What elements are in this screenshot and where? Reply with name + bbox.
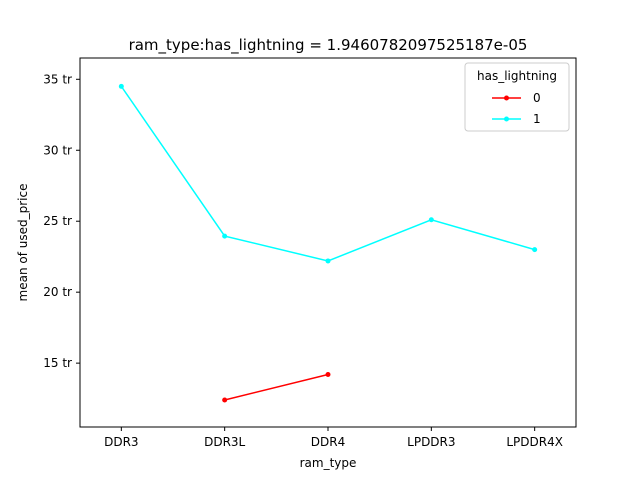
- series-lines: [120, 85, 535, 401]
- legend-frame: [464, 62, 570, 132]
- y-tick-label: 30 tr: [43, 143, 72, 157]
- legend-label: 1: [533, 112, 541, 126]
- y-axis-label: mean of used_price: [16, 184, 30, 302]
- legend-label: 0: [533, 91, 541, 105]
- y-axis: 15 tr 20 tr 25 tr 30 tr 35 tr: [43, 72, 80, 370]
- series-0-line: [224, 373, 329, 401]
- x-tick-label: DDR3: [104, 435, 138, 449]
- y-tick-label: 35 tr: [43, 72, 72, 86]
- legend-items: 01: [492, 91, 541, 126]
- y-tick-label: 20 tr: [43, 285, 72, 299]
- x-tick-label: LPDDR3: [407, 435, 455, 449]
- y-tick-label: 15 tr: [43, 356, 72, 370]
- series-points: [118, 83, 538, 403]
- x-axis-label: ram_type: [300, 456, 357, 470]
- legend-swatch-marker: [504, 95, 509, 101]
- x-axis: DDR3 DDR3L DDR4 LPDDR3 LPDDR4X: [104, 427, 563, 449]
- chart-title: ram_type:has_lightning = 1.9460782097525…: [129, 36, 528, 55]
- series-1-point: [222, 233, 228, 239]
- series-1-point: [118, 83, 124, 89]
- x-tick-label: DDR3L: [204, 435, 245, 449]
- legend-swatch-marker: [504, 116, 509, 122]
- legend: has_lightning 01: [464, 62, 570, 132]
- series-1-point: [532, 247, 538, 253]
- x-tick-label: LPDDR4X: [506, 435, 563, 449]
- x-tick-label: DDR4: [311, 435, 345, 449]
- series-1-point: [325, 258, 331, 264]
- series-1-point: [428, 217, 434, 223]
- legend-title: has_lightning: [477, 69, 557, 83]
- series-0-point: [325, 371, 331, 377]
- series-0-point: [222, 397, 228, 403]
- y-tick-label: 25 tr: [43, 214, 72, 228]
